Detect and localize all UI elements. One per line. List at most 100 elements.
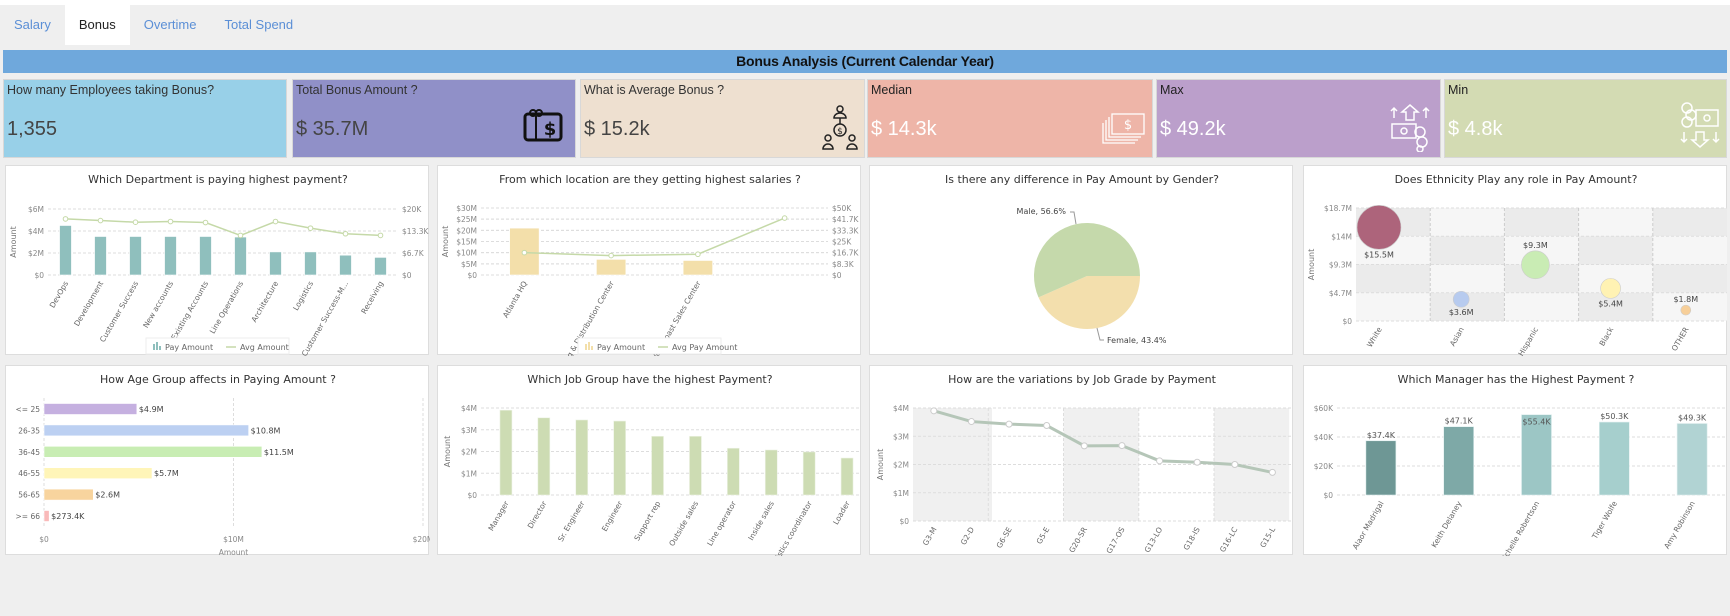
y-tick-label: $1M [461, 469, 477, 478]
y-tick-label: $4M [461, 404, 477, 413]
chart-title: Which Job Group have the highest Payment… [527, 373, 772, 386]
y2-tick-label: $6.7K [402, 249, 425, 258]
bar [43, 467, 153, 479]
y-tick-label: >= 66 [16, 512, 41, 521]
y-tick-label: 46-55 [18, 469, 40, 478]
money-up-arrows-icon [1390, 104, 1430, 152]
bar [43, 446, 263, 458]
legend-bar-icon [585, 344, 587, 350]
y-tick-label: $1M [893, 489, 909, 498]
x-tick-label: G6-SE [995, 525, 1014, 549]
chart-location-pay: From which location are they getting hig… [437, 165, 861, 356]
plot-band [1652, 236, 1727, 265]
x-tick-label: Receiving [359, 279, 385, 315]
x-tick-label: Sr. Engineer [556, 499, 587, 544]
x-tick-label: Logistics coordinator [767, 499, 814, 556]
x-tick-label: Keith Delaney [1430, 499, 1464, 549]
plot-band [1430, 264, 1505, 293]
x-tick-label: Support rep [632, 499, 662, 542]
x-tick-label: Line operator [705, 499, 738, 548]
x-tick-label: Manager [486, 499, 511, 533]
x-tick-label: Inside sales [746, 499, 776, 542]
avg-point [62, 216, 69, 222]
y-tick-label: $0 [467, 491, 477, 500]
chart-manager-pay: Which Manager has the Highest Payment ? $… [1303, 365, 1727, 556]
leader-line [1070, 211, 1077, 225]
bar [596, 259, 627, 276]
bar [43, 488, 94, 501]
bar [1365, 440, 1397, 496]
kpi-title: Total Bonus Amount ? [296, 83, 418, 97]
x-tick-label: Hispanic [1516, 326, 1540, 357]
bar [94, 236, 107, 276]
y-tick-label: $30M [456, 204, 477, 213]
y-tick-label: $20K [1314, 462, 1334, 471]
x-tick-label: Architecture [249, 279, 280, 324]
plot-band [1356, 292, 1431, 321]
bar [682, 260, 713, 276]
tab-total-spend[interactable]: Total Spend [224, 17, 294, 32]
bar [1521, 414, 1552, 496]
y2-tick-label: $0 [402, 271, 412, 280]
y2-tick-label: $41.7K [832, 215, 859, 224]
data-point [1043, 422, 1051, 430]
y-tick-label: $14M [1331, 232, 1352, 241]
avg-point [521, 249, 528, 256]
kpi-total-bonus: Total Bonus Amount ? $ 35.7M $ [292, 79, 576, 158]
svg-text:$: $ [544, 119, 557, 140]
kpi-title: Max [1160, 83, 1184, 97]
chart-gender-pie: Is there any difference in Pay Amount by… [869, 165, 1293, 355]
plot-band [1063, 408, 1139, 521]
avg-point [97, 217, 104, 224]
pie-slice-male [1034, 223, 1140, 298]
x-tick-label: G18-IS [1182, 525, 1202, 551]
bar [374, 257, 387, 276]
x-tick-label: Outside sales [667, 499, 700, 547]
legend-bar-icon [153, 344, 155, 350]
chart-title: How Age Group affects in Paying Amount ? [100, 373, 336, 386]
plot-band [1504, 208, 1579, 237]
y-tick-label: $0 [1342, 317, 1352, 326]
chart-title: How are the variations by Job Grade by P… [948, 373, 1217, 386]
x-tick-label: $0 [39, 535, 49, 544]
kpi-value: 1,355 [7, 118, 58, 140]
bar [1598, 421, 1630, 496]
bar [43, 403, 138, 415]
avg-point [202, 219, 209, 226]
gift-card-dollar-icon: $ [523, 109, 563, 142]
bar [727, 447, 740, 496]
y-tick-label: $20M [456, 226, 477, 235]
y-tick-label: $25M [456, 215, 477, 224]
bar [43, 510, 50, 522]
bar [1676, 423, 1708, 496]
tab-salary[interactable]: Salary [14, 17, 51, 32]
x-tick-label: G5-E [1035, 525, 1052, 545]
data-point [967, 418, 975, 426]
y-tick-label: $0 [1323, 491, 1333, 500]
y2-tick-label: $0 [832, 271, 842, 280]
bar [269, 251, 282, 276]
chart-job-grade: How are the variations by Job Grade by P… [869, 365, 1293, 555]
chart-job-group: Which Job Group have the highest Payment… [437, 365, 861, 556]
x-tick-label: G15-L [1258, 525, 1277, 549]
x-tick-label: Loader [831, 499, 852, 527]
tab-overtime[interactable]: Overtime [143, 17, 197, 32]
data-label: $49.3K [1678, 414, 1707, 423]
y2-tick-label: $13.3K [402, 227, 429, 236]
y-tick-label: $2M [893, 461, 909, 470]
y2-tick-label: $20K [402, 205, 422, 214]
tab-bar: Salary Bonus Overtime Total Spend [0, 5, 307, 45]
data-label: $3.6M [1449, 308, 1474, 317]
x-tick-label: Alaor Madrigal [1351, 500, 1386, 552]
x-tick-label: White [1365, 325, 1384, 349]
legend-bar-icon [156, 342, 158, 350]
x-tick-label: Amy Robinson [1662, 499, 1697, 550]
data-label: $15.5M [1364, 250, 1394, 259]
y-tick-label: $10M [456, 249, 477, 258]
y-tick-label: $0 [899, 517, 909, 526]
pie-slice-female [1038, 276, 1140, 329]
x-tick-label: OTHER [1670, 326, 1691, 353]
y-tick-label: $5M [461, 260, 477, 269]
tab-bonus[interactable]: Bonus [64, 5, 130, 45]
avg-line [524, 217, 785, 257]
